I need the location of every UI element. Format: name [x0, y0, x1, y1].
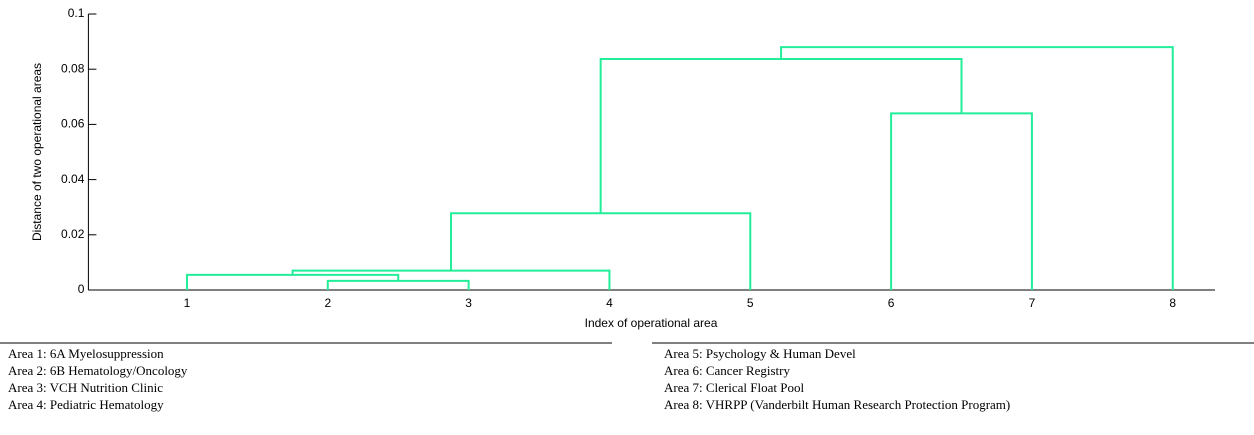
link: [450, 212, 752, 290]
x-tick-label: 4: [606, 296, 613, 310]
note: Area 7: Clerical Float Pool: [664, 380, 804, 395]
link: [599, 57, 963, 214]
y-tick-label: 0.06: [61, 117, 85, 131]
link: [780, 46, 1174, 290]
note: Area 2: 6B Hematology/Oncology: [8, 363, 188, 378]
note: Area 4: Pediatric Hematology: [8, 397, 164, 412]
y-tick-label: 0: [78, 282, 85, 296]
x-tick-label: 5: [747, 296, 754, 310]
link: [890, 112, 1033, 290]
note: Area 6: Cancer Registry: [664, 363, 790, 378]
y-tick-label: 0.1: [68, 6, 85, 20]
x-tick-label: 8: [1169, 296, 1176, 310]
link: [326, 279, 470, 290]
x-tick-label: 2: [324, 296, 331, 310]
note: Area 5: Psychology & Human Devel: [664, 346, 856, 361]
y-tick-label: 0.04: [61, 172, 85, 186]
x-tick-label: 7: [1029, 296, 1036, 310]
x-axis-label: Index of operational area: [585, 316, 718, 330]
y-axis-label: Distance of two operational areas: [30, 63, 44, 241]
x-tick-label: 6: [888, 296, 895, 310]
y-tick-label: 0.02: [61, 227, 85, 241]
link: [185, 273, 400, 290]
note: Area 8: VHRPP (Vanderbilt Human Research…: [664, 397, 1010, 412]
note: Area 1: 6A Myelosuppression: [8, 346, 164, 361]
y-tick-label: 0.08: [61, 61, 85, 75]
note: Area 3: VCH Nutrition Clinic: [8, 380, 163, 395]
x-tick-label: 3: [465, 296, 472, 310]
x-tick-label: 1: [184, 296, 191, 310]
